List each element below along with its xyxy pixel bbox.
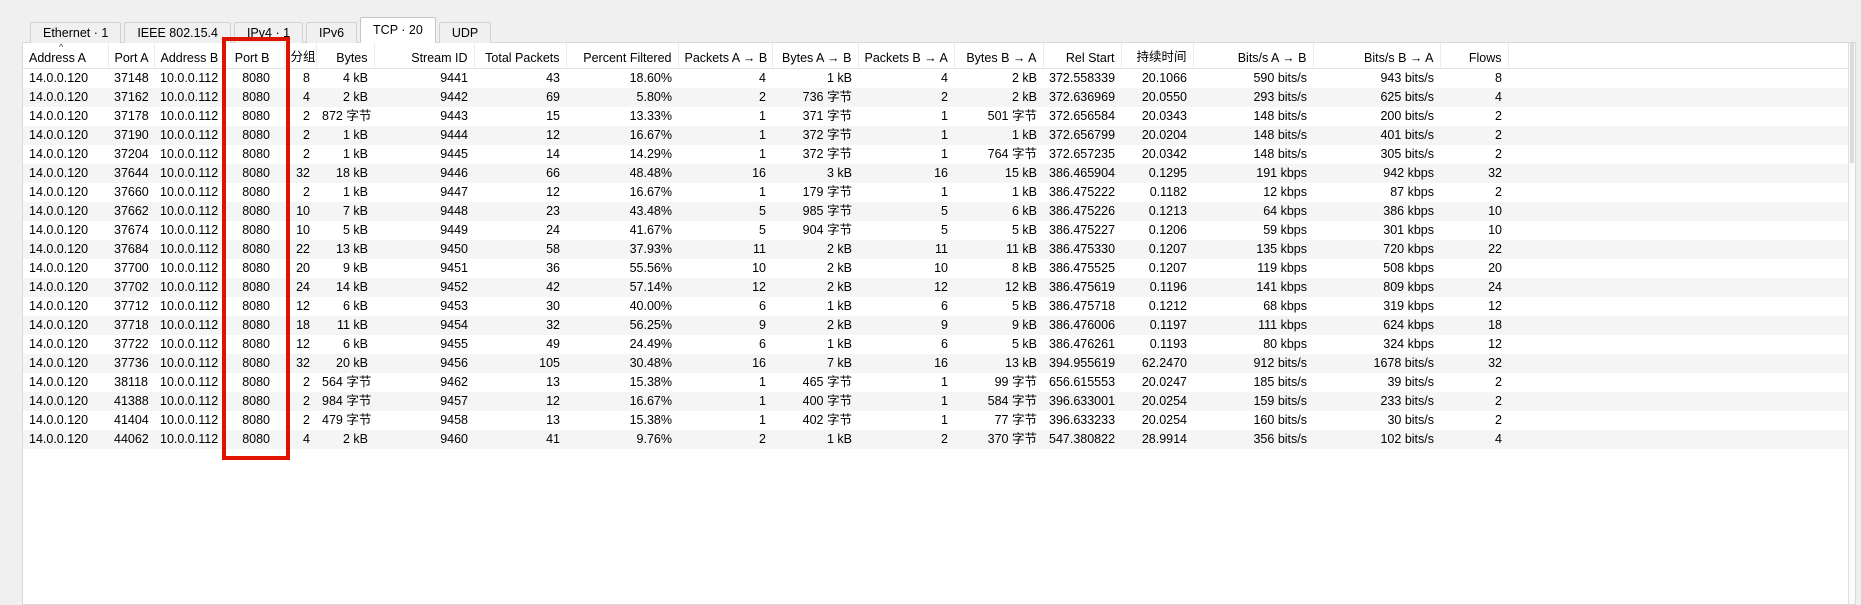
column-header-bytes-b-a[interactable]: Bytes B → A <box>954 43 1044 69</box>
column-header-bytes[interactable]: Bytes <box>316 43 375 69</box>
table-row[interactable]: 14.0.0.120 38118 10.0.0.112 8080 2 564 字节 9462… <box>29 375 1502 389</box>
column-header-total-packets[interactable]: Total Packets <box>474 43 567 69</box>
tab-ethernet-1[interactable]: Ethernet · 1 <box>30 22 122 43</box>
column-header-bits-s-b-a[interactable]: Bits/s B → A <box>1313 43 1441 69</box>
table-row[interactable]: 14.0.0.120 37702 10.0.0.112 8080 24 14 kB 9452… <box>23 278 1849 297</box>
column-header-port-a[interactable]: Port A <box>108 43 155 69</box>
table-body: 14.0.0.120 37148 10.0.0.112 8080 8 4 kB 9441 43… <box>23 69 1849 449</box>
column-header-address-b[interactable]: Address B <box>154 43 225 69</box>
conversations-pane: Address A ^ Port A Address B Port B 分组 Bytes St… <box>22 42 1856 605</box>
table-row[interactable]: 14.0.0.120 37700 10.0.0.112 8080 20 9 kB 9451 3… <box>29 261 1502 275</box>
column-header-percent-filtered[interactable]: Percent Filtered <box>566 43 679 69</box>
column-header-flows[interactable]: Flows <box>1440 43 1509 69</box>
tab-ipv6[interactable]: IPv6 <box>306 22 358 43</box>
table-row[interactable]: 14.0.0.120 44062 10.0.0.112 8080 4 2 kB 9460 41… <box>23 430 1849 449</box>
column-header-idx-4[interactable]: 分组 <box>284 43 317 69</box>
table-row[interactable]: 14.0.0.120 37718 10.0.0.112 8080 18 11 kB 9454… <box>23 316 1849 335</box>
vertical-scrollbar[interactable] <box>1848 43 1855 604</box>
tab-udp[interactable]: UDP <box>438 22 492 43</box>
table-row[interactable]: 14.0.0.120 37674 10.0.0.112 8080 10 5 kB 9449 2… <box>29 223 1502 237</box>
column-header-filler <box>1508 43 1849 69</box>
column-header-stream-id[interactable]: Stream ID <box>374 43 475 69</box>
table-row[interactable]: 14.0.0.120 37712 10.0.0.112 8080 12 6 kB 9453 3… <box>29 299 1502 313</box>
table-row[interactable]: 14.0.0.120 37162 10.0.0.112 8080 4 2 kB 9442 69… <box>23 88 1849 107</box>
column-header-bits-s-a-b[interactable]: Bits/s A → B <box>1193 43 1314 69</box>
table-row[interactable]: 14.0.0.120 37662 10.0.0.112 8080 10 7 kB 9448 2… <box>23 202 1849 221</box>
column-header-idx-14[interactable]: 持续时间 <box>1121 43 1194 69</box>
table-row[interactable]: 14.0.0.120 37644 10.0.0.112 8080 32 18 kB 9446… <box>23 164 1849 183</box>
column-header-port-b[interactable]: Port B <box>224 43 285 69</box>
header-row: Address A ^ Port A Address B Port B 分组 Bytes St… <box>23 43 1849 69</box>
sort-ascending-indicator: ^ <box>59 43 64 52</box>
table-row[interactable]: 14.0.0.120 37722 10.0.0.112 8080 12 6 kB 9455 4… <box>29 337 1502 351</box>
scrollbar-thumb[interactable] <box>1850 43 1854 163</box>
tab-tcp-20[interactable]: TCP · 20 <box>360 17 436 43</box>
tab-bar: Ethernet · 1 IEEE 802.15.4 IPv4 · 1 IPv6 TCP… <box>30 17 494 43</box>
tab-ipv4-1[interactable]: IPv4 · 1 <box>233 22 304 43</box>
conversations-table: Address A ^ Port A Address B Port B 分组 Bytes St… <box>23 43 1849 449</box>
table-row[interactable]: 14.0.0.120 41388 10.0.0.112 8080 2 984 字节 9457… <box>23 392 1849 411</box>
column-header-address-a[interactable]: Address A ^ <box>23 43 109 69</box>
table-row[interactable]: 14.0.0.120 37178 10.0.0.112 8080 2 872 字节 9443… <box>29 109 1502 123</box>
column-header-packets-a-b[interactable]: Packets A → B <box>678 43 773 69</box>
column-header-packets-b-a[interactable]: Packets B → A <box>858 43 955 69</box>
table-row[interactable]: 14.0.0.120 37148 10.0.0.112 8080 8 4 kB 9441 43… <box>29 71 1502 85</box>
table-row[interactable]: 14.0.0.120 41404 10.0.0.112 8080 2 479 字节 9458… <box>29 413 1502 427</box>
column-header-bytes-a-b[interactable]: Bytes A → B <box>772 43 859 69</box>
table-row[interactable]: 14.0.0.120 37736 10.0.0.112 8080 32 20 kB 9456… <box>23 354 1849 373</box>
tab-ieee-802-15-4[interactable]: IEEE 802.15.4 <box>124 22 231 43</box>
table-row[interactable]: 14.0.0.120 37204 10.0.0.112 8080 2 1 kB 9445 14… <box>29 147 1502 161</box>
table-row[interactable]: 14.0.0.120 37660 10.0.0.112 8080 2 1 kB 9447 12… <box>29 185 1502 199</box>
table-row[interactable]: 14.0.0.120 37684 10.0.0.112 8080 22 13 kB 9450… <box>23 240 1849 259</box>
column-header-rel-start[interactable]: Rel Start <box>1043 43 1122 69</box>
table-row[interactable]: 14.0.0.120 37190 10.0.0.112 8080 2 1 kB 9444 12… <box>23 126 1849 145</box>
